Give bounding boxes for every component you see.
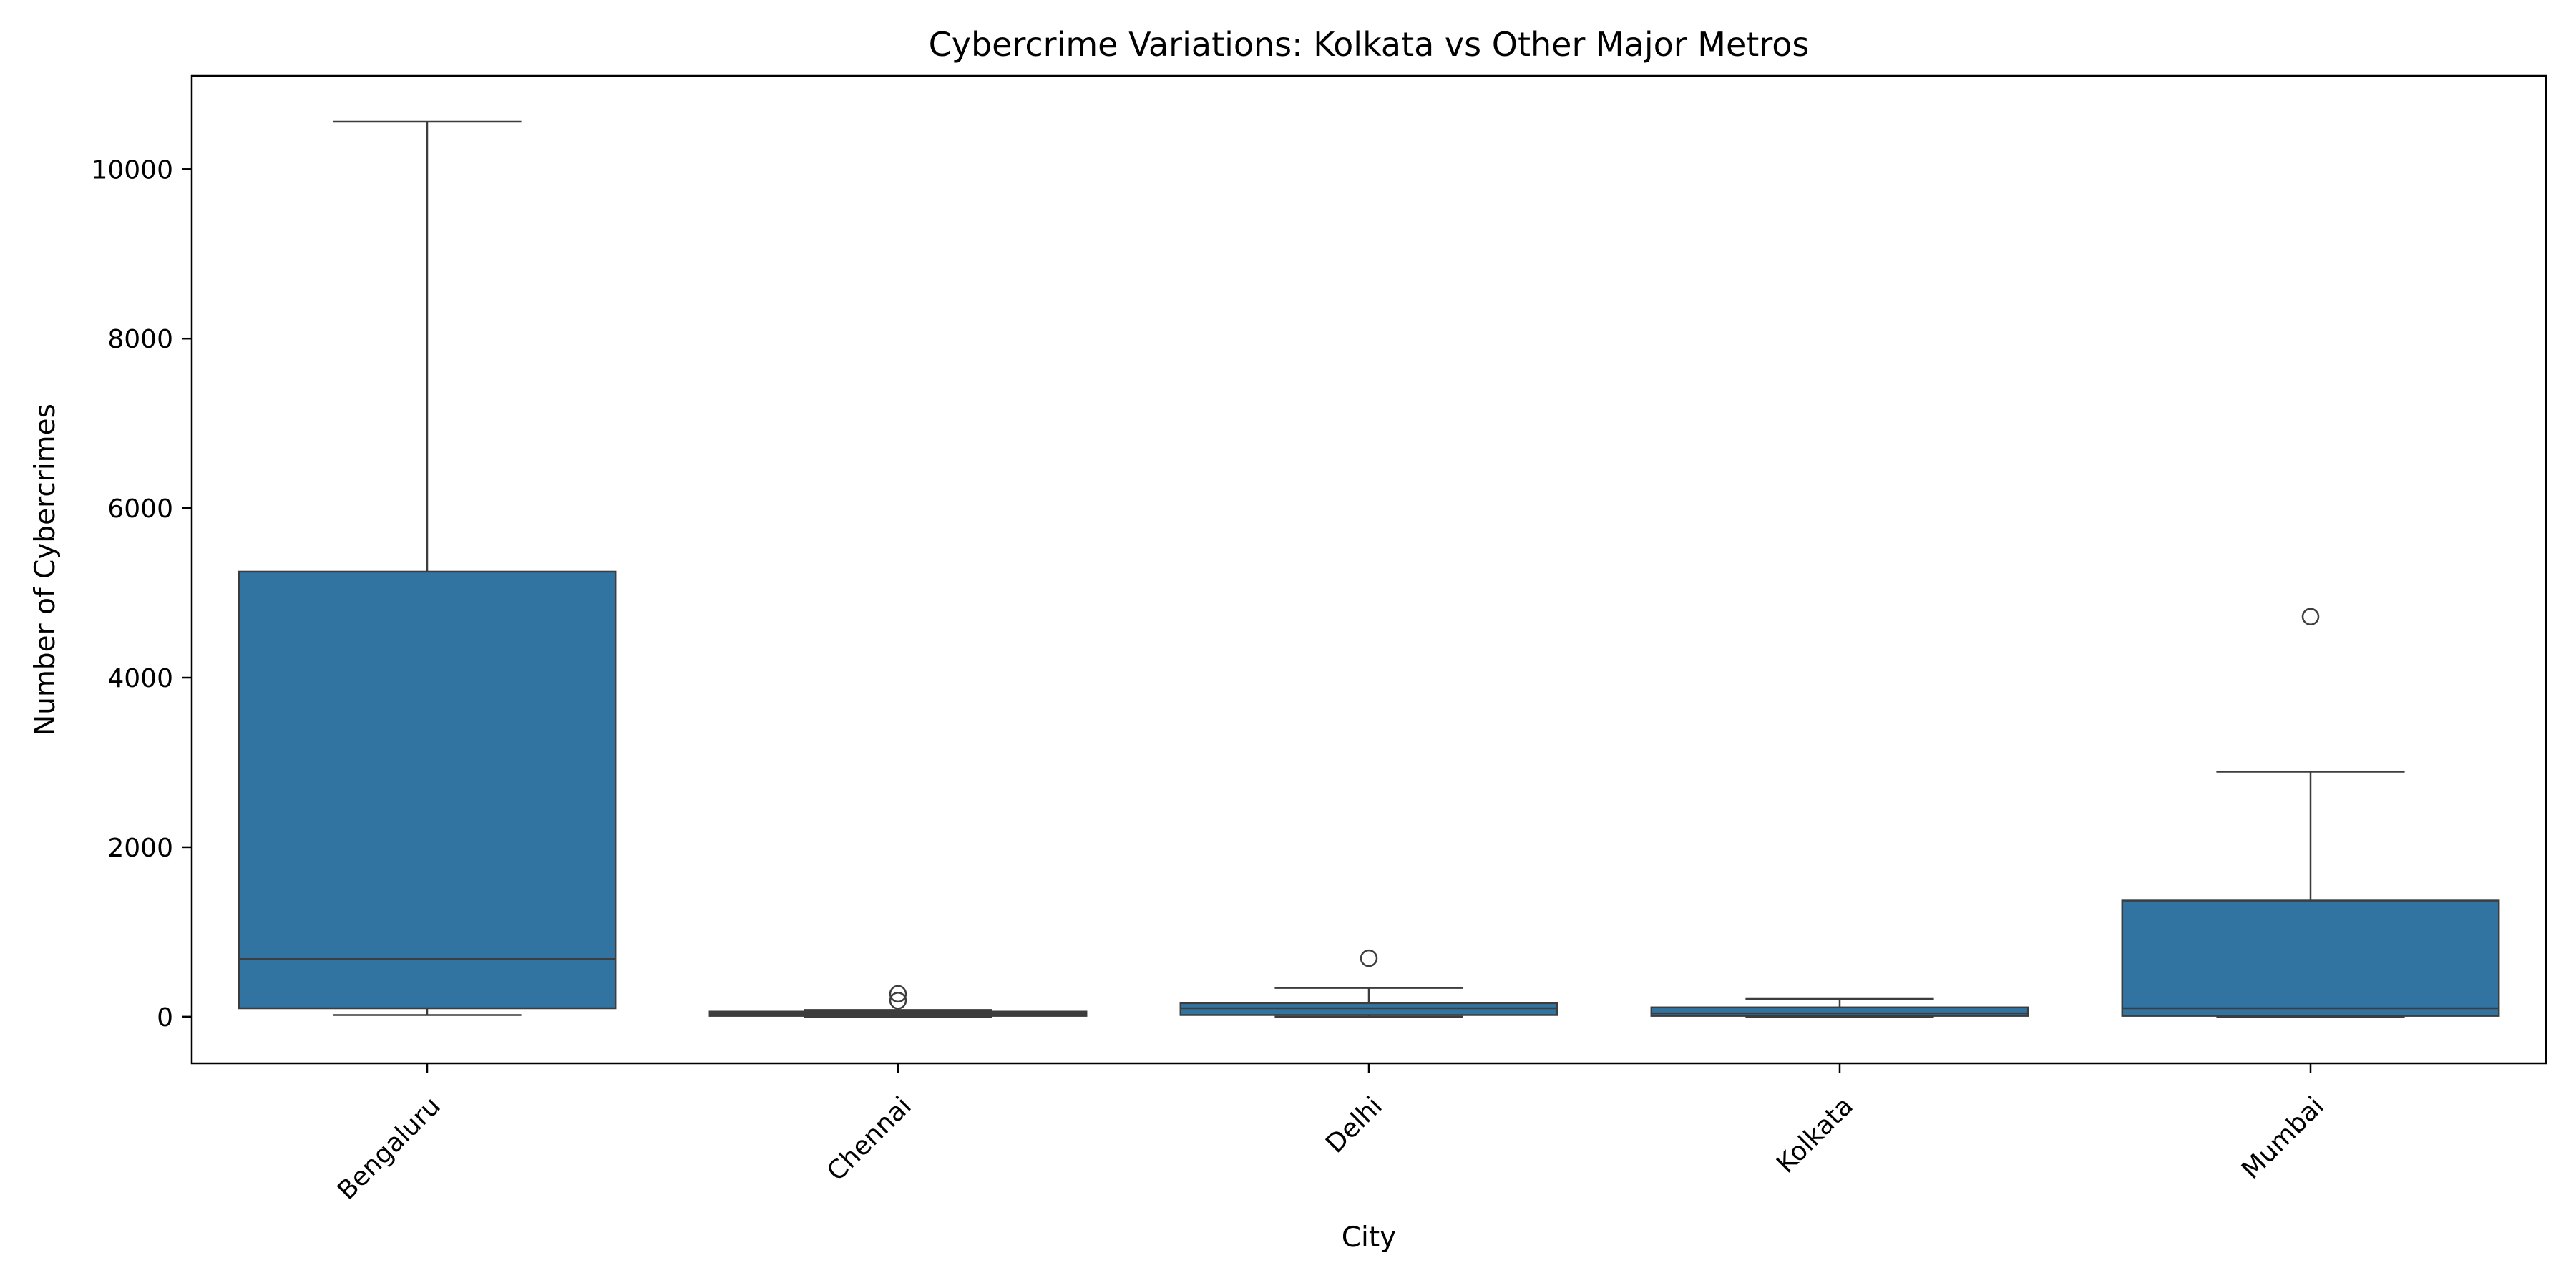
- box-group-mumbai: [2121, 608, 2500, 1018]
- box-group-kolkata: [1650, 997, 2029, 1018]
- y-tick-label: 8000: [107, 325, 173, 354]
- y-tick-label: 6000: [107, 494, 173, 524]
- y-tick-label: 0: [157, 1003, 173, 1033]
- y-axis-title: Number of Cybercrimes: [29, 404, 62, 736]
- x-tick-label: Mumbai: [2236, 1091, 2330, 1185]
- box-iqr: [1650, 1006, 2029, 1017]
- x-tick-label: Delhi: [1320, 1091, 1388, 1159]
- box-iqr: [2121, 899, 2500, 1017]
- outlier-point: [889, 985, 907, 1003]
- x-axis: Bengaluru Chennai Delhi Kolkata Mumbai: [332, 1063, 2330, 1206]
- y-tick-label: 10000: [91, 155, 173, 185]
- outlier-point: [889, 992, 907, 1010]
- y-tick-label: 4000: [107, 664, 173, 693]
- y-axis: 0 2000 4000 6000 8000 10000: [91, 155, 192, 1033]
- outlier-point: [1360, 949, 1378, 967]
- x-tick-label: Chennai: [821, 1091, 917, 1186]
- boxes-layer: [238, 120, 2500, 1018]
- x-tick-label: Kolkata: [1771, 1091, 1859, 1179]
- outlier-point: [2301, 608, 2320, 625]
- y-tick-label: 2000: [107, 834, 173, 863]
- x-tick-label: Bengaluru: [332, 1091, 447, 1206]
- box-group-delhi: [1179, 949, 1558, 1018]
- box-group-chennai: [708, 985, 1088, 1018]
- box-group-bengaluru: [238, 120, 617, 1016]
- box-iqr: [238, 570, 617, 1010]
- chart-title: Cybercrime Variations: Kolkata vs Other …: [929, 25, 1810, 64]
- x-axis-title: City: [1342, 1221, 1396, 1254]
